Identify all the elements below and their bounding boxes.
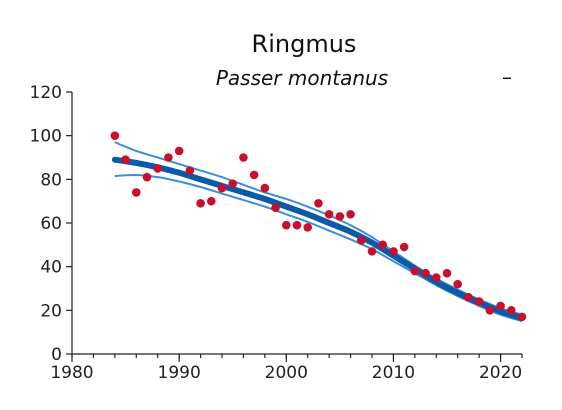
x-tick-label: 1980 [50,363,93,383]
data-point [421,268,430,278]
y-tick-label: 0 [51,345,62,365]
data-point [410,266,420,276]
data-point [431,273,441,282]
data-point [142,172,152,182]
data-point [121,155,130,164]
data-point [260,183,270,193]
data-point [110,131,120,140]
data-point [164,153,173,162]
data-point [281,220,291,230]
data-point [485,306,495,315]
y-tick-label: 80 [40,170,62,190]
y-tick-label: 40 [40,258,62,278]
data-point [206,196,216,206]
data-point [196,199,205,208]
data-point [356,236,366,245]
data-point [474,297,484,306]
data-point [249,170,259,180]
chart-subtitle: Passer montanus [216,66,388,90]
data-point [506,306,516,315]
data-point [346,209,355,219]
x-tick-label: 1990 [158,363,201,383]
y-tick-label: 120 [30,83,62,103]
chart-title: Ringmus [252,30,357,58]
y-tick-label: 100 [30,127,62,147]
x-tick-label: 2000 [265,363,308,383]
axes: 0 20 40 60 80 100 120 1980 1990 2000 2010 2020 [30,83,523,383]
ci-upper-line [114,141,523,316]
data-point [389,247,398,256]
trend-line [111,156,525,321]
data-point [399,242,409,252]
data-point [271,203,280,213]
plot-area [110,131,527,323]
data-point [131,188,141,197]
data-point [517,312,527,322]
data-point [442,268,452,278]
data-point [303,223,313,232]
data-point [228,179,238,188]
data-point [453,279,463,289]
ci-lower-line [114,173,523,323]
data-point [324,209,334,219]
x-tick-label: 2010 [372,363,415,383]
data-point [174,146,184,156]
data-point [292,220,302,230]
data-point [239,153,248,162]
y-tick-label: 60 [40,214,62,234]
x-tick-label: 2020 [479,363,522,383]
data-point [496,301,505,311]
data-point [367,247,377,256]
data-point [185,166,195,175]
data-point [217,183,227,193]
trend-marker: – [502,65,512,89]
y-tick-label: 20 [40,301,62,321]
data-point [464,292,473,302]
data-point [153,164,163,173]
data-point [314,199,323,208]
data-point [335,212,345,221]
data-point [378,240,388,250]
